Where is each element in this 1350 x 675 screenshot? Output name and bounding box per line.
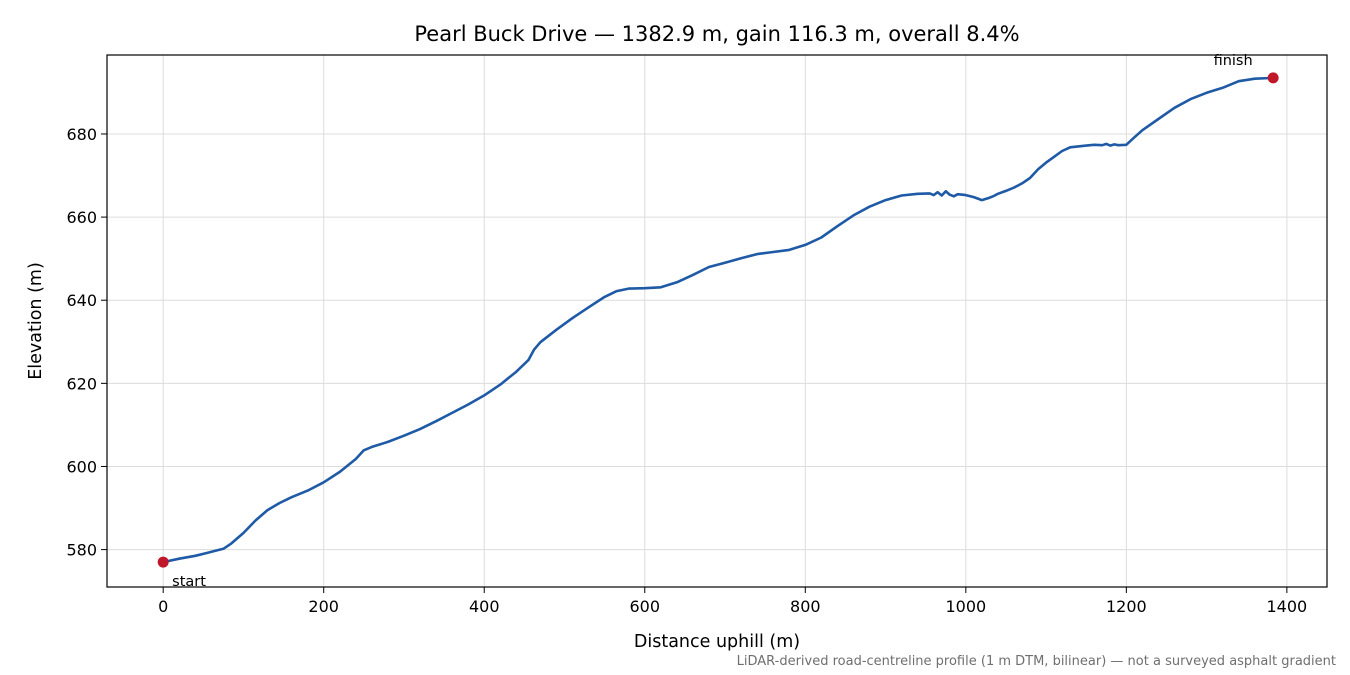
y-tick-label: 640 (66, 291, 97, 310)
plot-frame (106, 54, 1328, 588)
finish-marker (1267, 72, 1279, 84)
x-tick-label: 1200 (1106, 597, 1147, 616)
grid (107, 55, 1327, 587)
axis-ticks: 0 200 400 600 800 1000 1200 1400 580 600 620 640 660… (66, 125, 1307, 616)
x-tick-label: 0 (158, 597, 168, 616)
y-axis-label: Elevation (m) (26, 262, 46, 380)
y-tick-label: 580 (66, 541, 97, 560)
start-marker (157, 556, 169, 568)
y-tick-label: 660 (66, 208, 97, 227)
chart-title: Pearl Buck Drive — 1382.9 m, gain 116.3 … (414, 22, 1019, 46)
endpoint-markers: start finish (157, 53, 1279, 590)
y-tick-label: 680 (66, 125, 97, 144)
elevation-series (161, 76, 1275, 564)
x-tick-label: 400 (469, 597, 500, 616)
elevation-line (161, 76, 1275, 564)
x-axis-label: Distance uphill (m) (634, 632, 800, 652)
x-tick-label: 1400 (1267, 597, 1308, 616)
x-tick-label: 600 (629, 597, 660, 616)
x-tick-label: 200 (308, 597, 339, 616)
x-tick-label: 800 (790, 597, 821, 616)
start-label: start (172, 574, 206, 590)
y-tick-label: 620 (66, 374, 97, 393)
finish-label: finish (1214, 53, 1253, 69)
chart-footnote: LiDAR-derived road-centreline profile (1… (737, 654, 1336, 669)
x-tick-label: 1000 (945, 597, 986, 616)
y-tick-label: 600 (66, 457, 97, 476)
